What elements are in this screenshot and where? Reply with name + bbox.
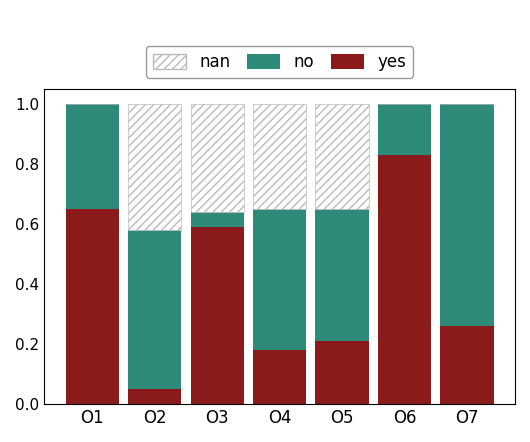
Bar [315,341,368,404]
Bar [190,104,244,212]
Bar [315,209,368,341]
Legend: nan, no, yes: nan, no, yes [146,46,413,77]
Bar [440,104,493,326]
Bar [315,104,368,209]
Bar [378,155,431,404]
Bar [128,389,181,404]
Bar [66,104,119,209]
Bar [378,104,431,155]
Bar [128,230,181,389]
Bar [253,350,306,404]
Bar [253,209,306,350]
Bar [128,104,181,230]
Bar [440,326,493,404]
Bar [253,104,306,209]
Bar [190,227,244,404]
Bar [190,212,244,227]
Bar [66,209,119,404]
